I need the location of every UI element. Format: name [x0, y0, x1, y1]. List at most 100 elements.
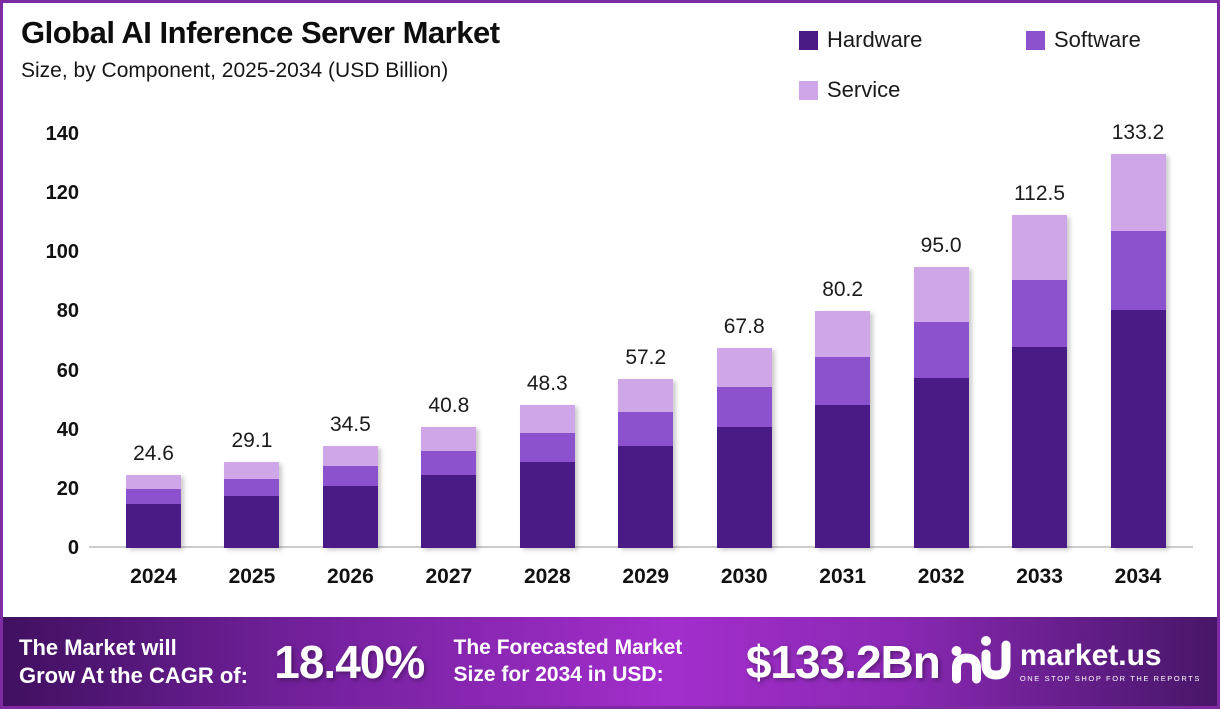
bar-segment-software	[224, 478, 280, 496]
bar-2030	[716, 347, 772, 548]
legend-swatch-hardware	[799, 30, 818, 50]
bar-segment-software	[618, 411, 674, 446]
bar-segment-service	[1012, 215, 1068, 281]
chart-subtitle: Size, by Component, 2025-2034 (USD Billi…	[21, 59, 449, 82]
y-tick-label: 60	[56, 359, 79, 382]
legend-item-software: Software	[1026, 27, 1141, 53]
x-axis-label-2027: 2027	[425, 565, 473, 588]
bar-total-label: 112.5	[1014, 182, 1066, 206]
bar-segment-service	[815, 310, 871, 358]
bar-segment-hardware	[322, 486, 378, 548]
forecast-caption: The Forecasted Market Size for 2034 in U…	[454, 635, 746, 688]
bar-segment-service	[126, 475, 181, 490]
bar-segment-software	[322, 465, 378, 487]
bar-segment-hardware	[421, 474, 477, 548]
chart-legend: Hardware Software Service	[799, 27, 1203, 109]
bar-2027	[421, 427, 477, 548]
bar-total-label: 80.2	[822, 277, 864, 301]
brand-tagline: ONE STOP SHOP FOR THE REPORTS	[1019, 673, 1201, 683]
legend-label: Hardware	[827, 27, 923, 52]
brand-name: market.us	[1019, 638, 1162, 672]
cagr-caption-line1: The Market will	[19, 635, 177, 660]
forecast-caption-line1: The Forecasted Market	[453, 636, 683, 660]
forecast-caption-line2: Size for 2034 in USD:	[453, 662, 664, 686]
legend-item-hardware: Hardware	[799, 27, 922, 53]
legend-label: Software	[1054, 27, 1141, 52]
legend-swatch-service	[799, 80, 818, 100]
y-tick-label: 100	[45, 241, 79, 264]
x-axis-label-2026: 2026	[327, 565, 374, 588]
bar-segment-software	[815, 357, 871, 405]
y-tick-label: 40	[56, 418, 79, 441]
forecast-value: $133.2Bn	[745, 635, 941, 688]
bar-total-label: 40.8	[428, 394, 470, 418]
y-tick-label: 80	[56, 300, 79, 323]
bar-2034	[1110, 154, 1166, 548]
bar-total-label: 67.8	[723, 314, 765, 338]
bar-segment-software	[126, 489, 181, 504]
bar-segment-service	[322, 445, 378, 466]
legend-item-service: Service	[799, 77, 900, 103]
bar-segment-software	[519, 432, 575, 462]
bar-total-label: 24.6	[133, 442, 174, 466]
bar-segment-service	[618, 378, 674, 412]
x-axis-label-2032: 2032	[917, 565, 965, 588]
bar-segment-service	[1110, 154, 1166, 231]
legend-swatch-software	[1026, 30, 1045, 50]
x-axis-label-2031: 2031	[819, 565, 866, 588]
chart-title: Global AI Inference Server Market	[21, 15, 500, 50]
bar-2029	[618, 378, 674, 548]
bar-segment-service	[716, 347, 772, 387]
bar-2032	[913, 267, 969, 548]
x-axis-label-2025: 2025	[228, 565, 276, 588]
bar-segment-software	[1012, 280, 1068, 347]
y-tick-label: 120	[45, 182, 79, 205]
bar-segment-hardware	[224, 495, 280, 548]
x-axis-label-2028: 2028	[523, 565, 571, 588]
bar-segment-software	[1110, 230, 1166, 310]
bar-segment-service	[224, 461, 280, 479]
market-us-logo-icon	[950, 632, 1014, 691]
bar-segment-hardware	[618, 445, 674, 548]
bar-total-label: 29.1	[231, 428, 273, 452]
x-axis-label-2034: 2034	[1114, 565, 1162, 588]
bar-segment-service	[913, 267, 969, 322]
bar-segment-software	[913, 321, 969, 378]
bar-total-label: 57.2	[625, 345, 667, 369]
brand-text: market.us ONE STOP SHOP FOR THE REPORTS	[1019, 638, 1201, 683]
bar-total-label: 95.0	[920, 234, 962, 258]
legend-label: Service	[827, 77, 901, 102]
bar-segment-service	[519, 405, 575, 433]
x-axis-label-2024: 2024	[130, 565, 177, 588]
x-axis-label-2033: 2033	[1016, 565, 1063, 588]
bar-total-label: 48.3	[526, 372, 568, 396]
bar-segment-hardware	[1110, 309, 1166, 548]
cagr-caption-line2: Grow At the CAGR of:	[19, 662, 248, 688]
bar-total-label: 34.5	[329, 412, 371, 436]
y-tick-label: 20	[56, 477, 79, 500]
y-tick-label: 0	[67, 537, 79, 559]
y-tick-label: 140	[45, 123, 79, 145]
bar-2024	[126, 475, 181, 548]
bar-segment-hardware	[126, 503, 181, 548]
bar-2028	[519, 405, 575, 548]
bar-segment-software	[716, 386, 772, 427]
cagr-caption: The Market will Grow At the CAGR of:	[19, 634, 274, 689]
brand-group: market.us ONE STOP SHOP FOR THE REPORTS	[950, 632, 1201, 691]
cagr-value: 18.40%	[274, 635, 425, 688]
footer-banner: The Market will Grow At the CAGR of: 18.…	[3, 617, 1217, 706]
bar-2025	[224, 461, 280, 548]
bar-2026	[322, 445, 378, 548]
bar-segment-hardware	[716, 426, 772, 548]
x-axis-label-2029: 2029	[622, 565, 670, 588]
bar-2031	[815, 310, 871, 548]
bar-segment-software	[421, 451, 477, 475]
bar-segment-hardware	[519, 461, 575, 548]
bar-2033	[1012, 215, 1068, 548]
bar-total-label: 133.2	[1111, 121, 1165, 145]
bar-segment-hardware	[815, 404, 871, 548]
x-axis-label-2030: 2030	[720, 565, 768, 588]
bar-segment-hardware	[913, 377, 969, 548]
bar-segment-service	[421, 427, 477, 451]
